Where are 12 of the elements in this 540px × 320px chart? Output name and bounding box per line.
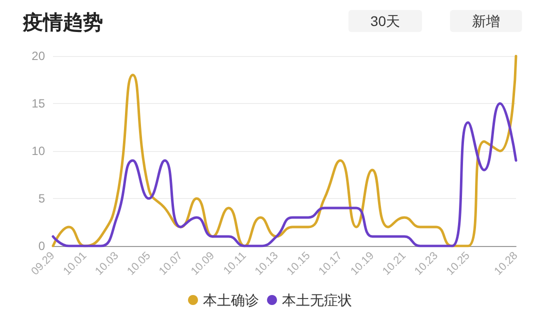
- y-tick-label: 5: [38, 192, 46, 206]
- legend-label: 本土确诊: [203, 292, 259, 308]
- y-tick-label: 15: [32, 96, 46, 110]
- chart-title: 疫情趋势: [22, 11, 103, 34]
- y-tick-label: 20: [32, 49, 46, 63]
- y-tick-label: 10: [32, 144, 46, 158]
- line-series: [52, 102, 518, 248]
- legend-label: 本土无症状: [282, 292, 352, 308]
- text: 30天: [370, 13, 400, 29]
- line-series: [52, 54, 518, 248]
- y-tick-label: 0: [38, 239, 46, 253]
- text: 新增: [472, 13, 500, 29]
